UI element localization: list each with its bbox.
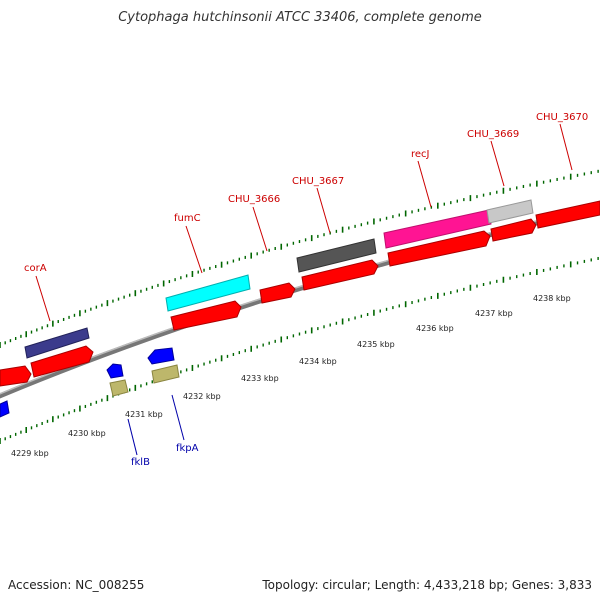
scale-label: 4232 kbp — [183, 392, 221, 401]
gene-label: CHU_3670 — [536, 112, 588, 123]
gene-recJ[interactable] — [383, 209, 492, 249]
gene-label: fumC — [174, 213, 201, 224]
scale-label: 4234 kbp — [299, 357, 337, 366]
gene-label: recJ — [411, 149, 430, 160]
gene-fklB-feature[interactable] — [109, 379, 129, 397]
callout-fkpA — [171, 394, 185, 441]
gene-fklB-arrow[interactable] — [106, 363, 124, 379]
gene-callouts-reverse — [127, 394, 185, 456]
gene-forward[interactable] — [170, 300, 242, 331]
gene-forward[interactable] — [490, 218, 537, 242]
callout-recJ — [417, 160, 432, 208]
scale-label: 4235 kbp — [357, 340, 395, 349]
gene-fkpA-arrow[interactable] — [147, 347, 175, 365]
gene-forward[interactable] — [0, 365, 32, 387]
reverse-strand-genes — [0, 347, 175, 418]
forward-strand-genes — [0, 200, 600, 387]
callout-CHU_3666 — [252, 206, 268, 252]
scale-label: 4238 kbp — [533, 294, 571, 303]
callout-fumC — [185, 225, 203, 274]
gene-callouts — [35, 123, 573, 322]
map-title: Cytophaga hutchinsonii ATCC 33406, compl… — [118, 10, 482, 25]
callout-corA — [35, 275, 51, 322]
gene-fumC[interactable] — [165, 274, 251, 312]
gene-reverse[interactable] — [0, 400, 10, 418]
gene-forward[interactable] — [301, 259, 379, 291]
gene-forward[interactable] — [535, 200, 600, 229]
gene-labels-bottom: fklB fkpA — [131, 443, 199, 468]
scale-label: 4233 kbp — [241, 374, 279, 383]
gene-labels-top: corA fumC CHU_3666 CHU_3667 recJ CHU_366… — [24, 112, 588, 274]
accession-text: Accession: NC_008255 — [8, 578, 145, 592]
gene-label: fklB — [131, 457, 150, 468]
callout-CHU_3670 — [559, 123, 573, 171]
gene-forward[interactable] — [387, 230, 491, 267]
inner-features — [109, 364, 180, 397]
gene-CHU_3667[interactable] — [296, 238, 377, 273]
scale-label: 4236 kbp — [416, 324, 454, 333]
gene-label: fkpA — [176, 443, 199, 454]
scale-label: 4231 kbp — [125, 410, 163, 419]
scale-label: 4230 kbp — [68, 429, 106, 438]
callout-fklB — [127, 418, 138, 456]
gene-fkpA-feature[interactable] — [151, 364, 180, 384]
gene-label: CHU_3667 — [292, 176, 344, 187]
scale-label: 4237 kbp — [475, 309, 513, 318]
gene-label: corA — [24, 263, 47, 274]
gene-label: CHU_3669 — [467, 129, 519, 140]
genome-summary: Topology: circular; Length: 4,433,218 bp… — [262, 578, 592, 592]
scale-label: 4229 kbp — [11, 449, 49, 458]
callout-CHU_3669 — [490, 140, 505, 187]
gene-corA[interactable] — [24, 327, 90, 359]
gene-CHU_3669[interactable] — [486, 199, 534, 224]
gene-forward[interactable] — [259, 282, 296, 304]
callout-CHU_3667 — [316, 187, 331, 234]
outer-scale-ticks — [0, 169, 599, 348]
outer-features — [24, 199, 534, 359]
gene-label: CHU_3666 — [228, 194, 280, 205]
scale-labels: 4229 kbp 4230 kbp 4231 kbp 4232 kbp 4233… — [11, 294, 571, 458]
gene-forward[interactable] — [30, 345, 94, 378]
